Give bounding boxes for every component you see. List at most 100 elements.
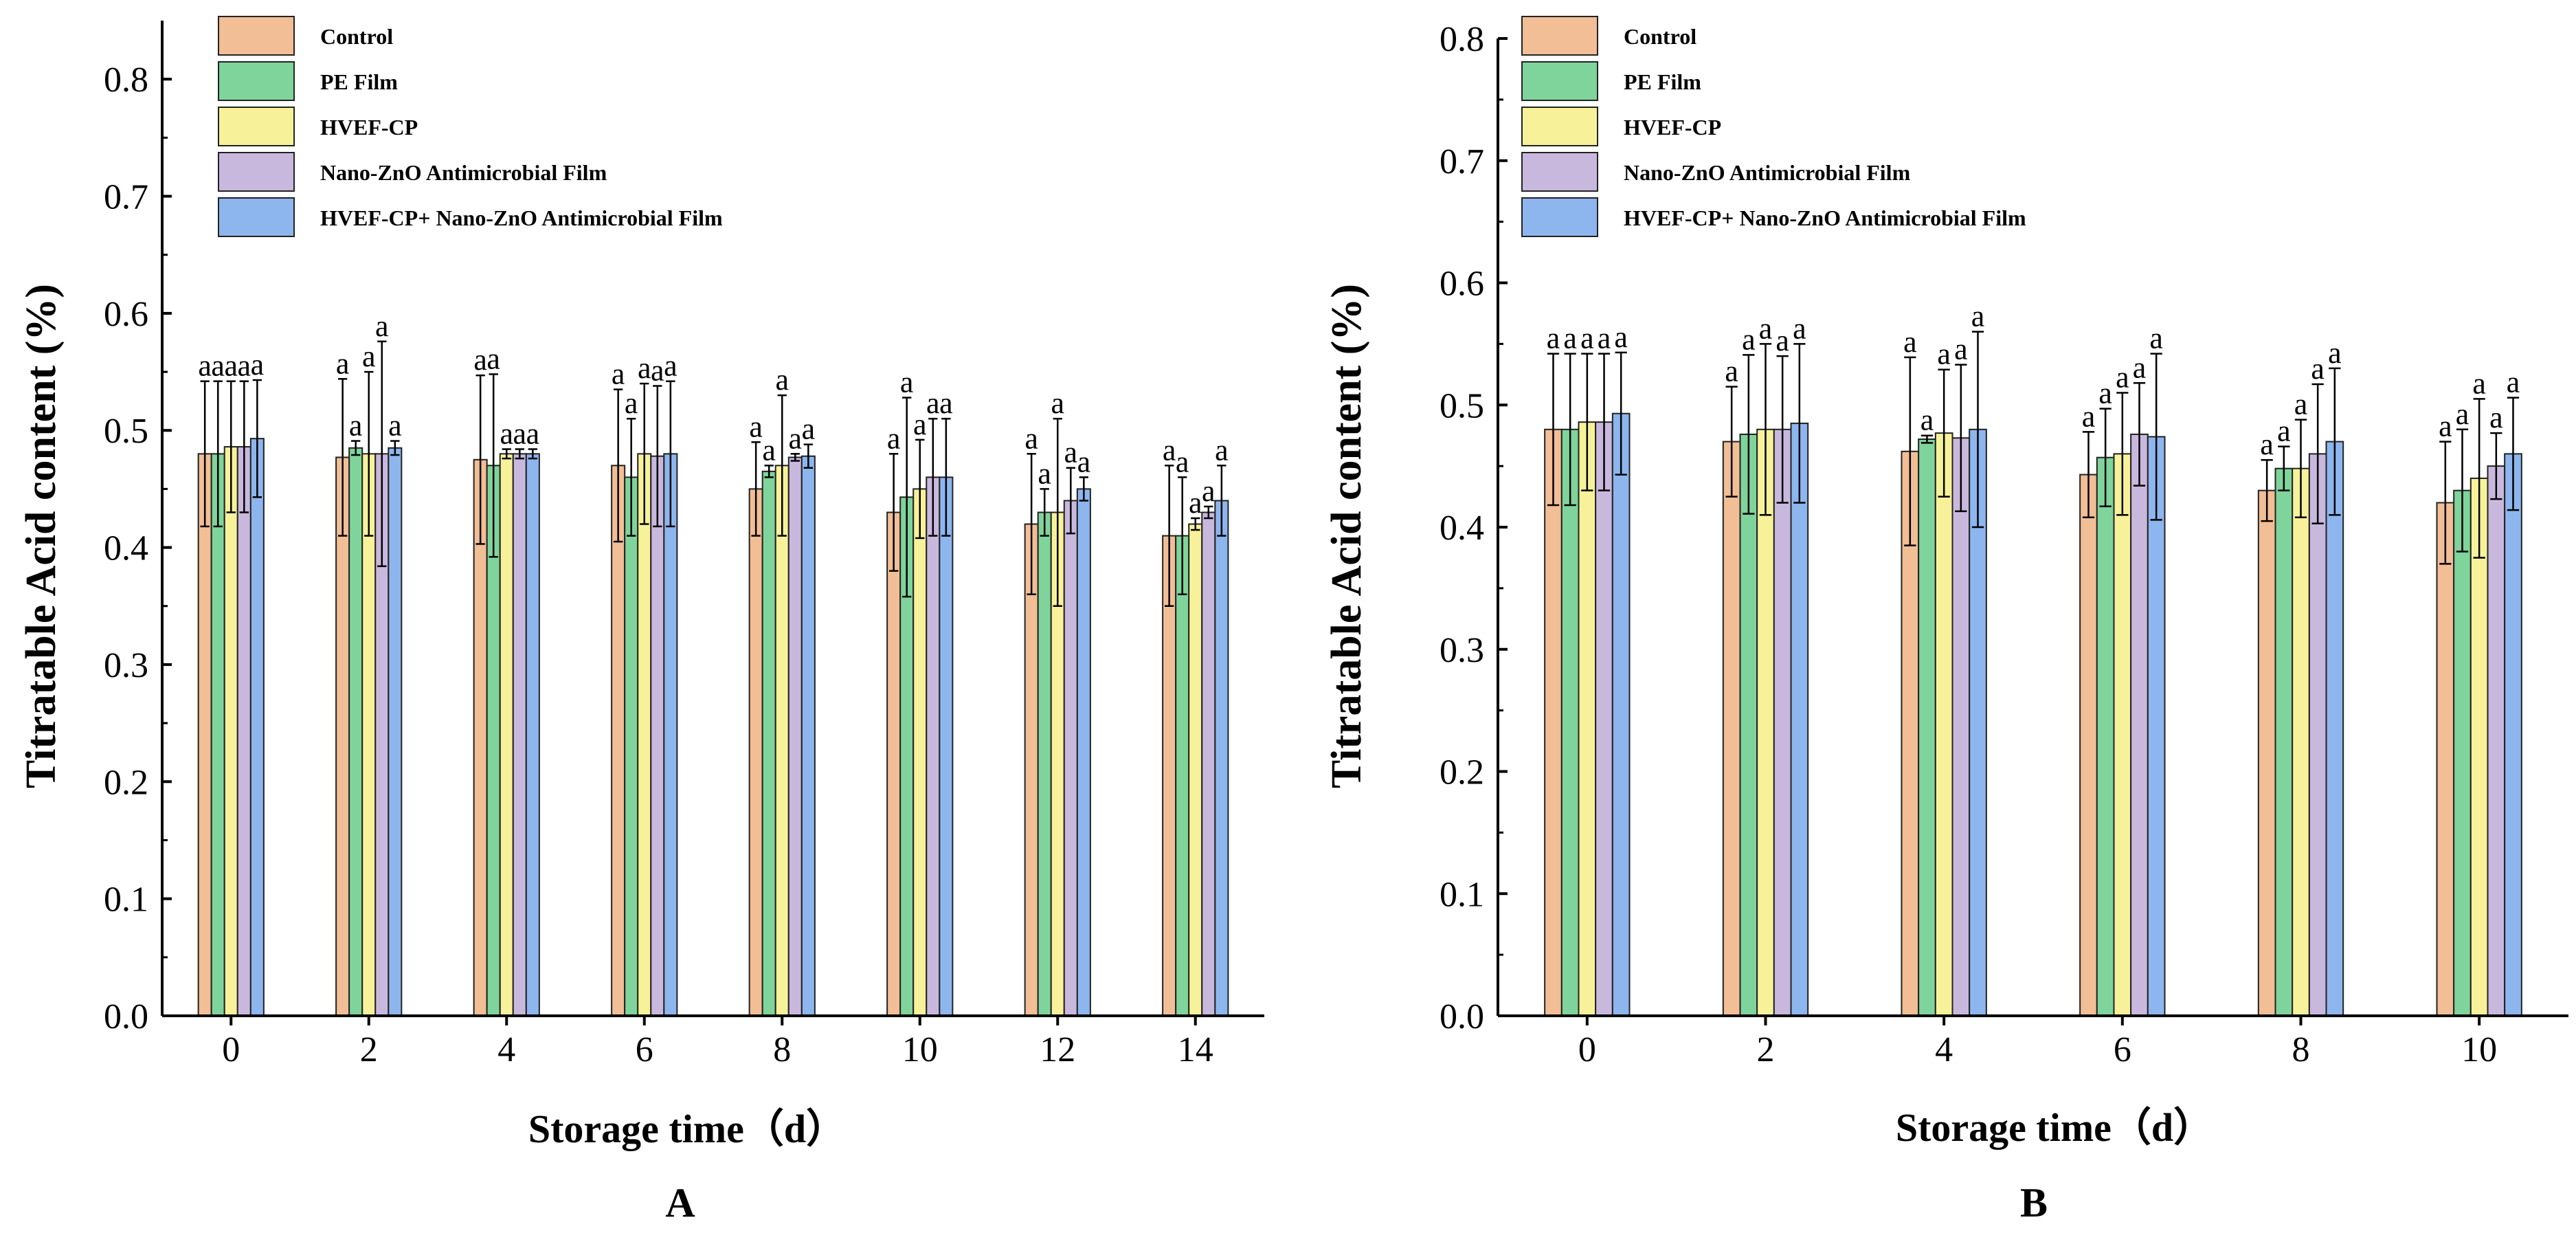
significance-label: a [238, 349, 251, 383]
bar [2504, 453, 2522, 1017]
significance-label: a [486, 342, 500, 375]
significance-label: a [1077, 445, 1091, 478]
significance-label: a [513, 416, 527, 450]
significance-label: a [939, 386, 953, 420]
bar [774, 465, 789, 1017]
legend-swatch [1521, 16, 1598, 56]
legend-label: PE Film [320, 69, 398, 94]
bar [663, 453, 678, 1017]
significance-label: a [1580, 322, 1594, 355]
bar [2274, 467, 2294, 1017]
bar [1951, 437, 1971, 1017]
x-tick-label: 14 [1178, 1030, 1213, 1069]
significance-label: a [762, 433, 776, 467]
significance-label: a [2133, 351, 2147, 384]
significance-label: a [887, 421, 901, 455]
significance-label: a [1051, 386, 1064, 420]
significance-label: a [2439, 410, 2452, 443]
bar [800, 455, 816, 1017]
legend-swatch [1521, 197, 1598, 237]
bar [2487, 465, 2506, 1017]
significance-label: a [1793, 311, 1806, 345]
panel-label-b: B [2020, 1180, 2048, 1225]
significance-label: a [1759, 311, 1773, 345]
bar [197, 453, 212, 1017]
legend-swatch [1521, 61, 1598, 101]
legend-swatch [218, 197, 295, 237]
bar [2453, 489, 2472, 1017]
bar [1773, 428, 1792, 1017]
legend-swatch [218, 107, 295, 146]
significance-label: a [913, 408, 927, 441]
bar [787, 456, 803, 1017]
significance-label: a [2507, 366, 2520, 399]
x-tick-label: 6 [2114, 1030, 2131, 1069]
significance-label: a [2116, 360, 2129, 394]
significance-label: a [775, 363, 789, 397]
bar [512, 453, 527, 1017]
bar [223, 446, 238, 1017]
bar [1037, 511, 1052, 1017]
bar [1544, 428, 1563, 1017]
bar [1722, 441, 1741, 1017]
significance-label: a [1920, 403, 1934, 437]
significance-label: a [388, 409, 402, 443]
bar [1918, 438, 1936, 1017]
bar [939, 476, 954, 1017]
y-tick-label: 0.4 [104, 529, 148, 568]
significance-label: a [336, 346, 350, 380]
bar [2096, 456, 2115, 1017]
significance-label: a [1742, 322, 1756, 356]
significance-label: a [1189, 486, 1202, 520]
significance-label: a [664, 349, 677, 383]
significance-label: a [789, 421, 803, 455]
significance-label: a [2294, 388, 2308, 421]
bar [1790, 422, 1809, 1017]
x-tick-label: 10 [902, 1030, 938, 1069]
bar [1560, 428, 1580, 1017]
significance-label: a [2489, 401, 2503, 434]
legend-swatch [218, 16, 295, 56]
significance-label: a [1064, 436, 1078, 469]
significance-label: a [1598, 322, 1611, 355]
bar [2257, 489, 2276, 1017]
significance-label: a [2149, 322, 2163, 355]
bar [2325, 441, 2344, 1017]
bar [2113, 453, 2132, 1017]
y-tick-label: 0.1 [104, 880, 148, 920]
significance-label: a [362, 340, 376, 373]
bar [1175, 535, 1190, 1017]
panel-label-a: A [665, 1180, 695, 1225]
bar [650, 455, 665, 1017]
significance-label: a [749, 410, 763, 443]
bar [1214, 500, 1229, 1017]
x-tick-label: 4 [497, 1030, 515, 1069]
bar [1611, 412, 1631, 1017]
legend-swatch [218, 152, 295, 192]
bar [637, 453, 652, 1017]
bar [886, 511, 901, 1017]
bar [926, 476, 941, 1017]
y-tick-label: 0.4 [1440, 509, 1484, 548]
bar [1024, 523, 1039, 1017]
legend-label: Nano-ZnO Antimicrobial Film [320, 160, 607, 185]
legend-swatch [218, 61, 295, 101]
bar [2292, 467, 2310, 1017]
legend-swatch [1521, 107, 1598, 146]
significance-label: a [2456, 397, 2469, 431]
significance-label: a [1202, 474, 1216, 508]
significance-label: a [625, 386, 638, 420]
significance-label: a [638, 351, 651, 385]
bar [499, 453, 514, 1017]
x-tick-label: 2 [360, 1030, 378, 1069]
significance-label: a [1215, 433, 1229, 467]
bar [624, 476, 639, 1017]
significance-label: a [651, 354, 664, 388]
significance-label: a [2328, 336, 2342, 370]
legend-label: HVEF-CP [1624, 115, 1721, 140]
bar [2308, 453, 2327, 1017]
significance-label: a [2472, 366, 2486, 400]
significance-label: a [1614, 320, 1628, 354]
